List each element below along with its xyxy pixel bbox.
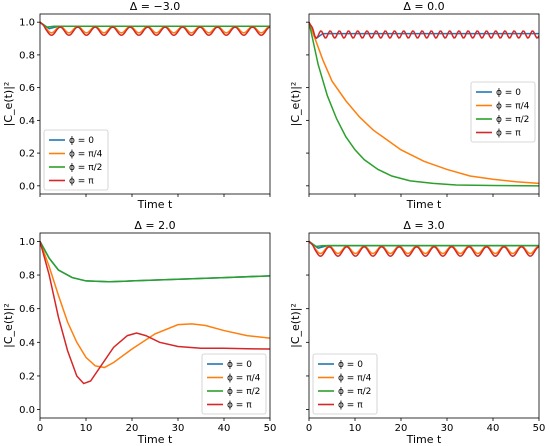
series-line-4: [309, 21, 539, 39]
legend-entry: ϕ = π: [227, 401, 252, 411]
y-axis-label: |C_e(t)|²: [2, 82, 15, 127]
legend-entry: ϕ = π: [496, 129, 521, 139]
axes-frame: [308, 13, 540, 195]
y-axis-label: |C_e(t)|²: [289, 303, 302, 348]
x-tick-label: 10: [349, 423, 362, 434]
legend-entry: ϕ = 0: [496, 88, 521, 98]
legend-box: [312, 353, 378, 415]
series-line-3: [309, 22, 539, 187]
x-tick-label: 40: [218, 423, 231, 434]
axes-frame: [308, 232, 540, 419]
x-tick-label: 50: [264, 423, 277, 434]
x-tick-label: 20: [395, 423, 408, 434]
x-axis-label: Time t: [137, 433, 173, 446]
y-tick-label: 0.8: [19, 50, 35, 61]
legend-box: [43, 129, 109, 191]
x-axis-label: Time t: [406, 433, 442, 446]
legend: ϕ = 0 ϕ = π/4 ϕ = π/2 ϕ = π: [470, 81, 536, 143]
legend-entry: ϕ = π: [69, 177, 94, 187]
series-line-2: [309, 21, 539, 185]
legend-entry: ϕ = π: [338, 401, 363, 411]
series-line-4: [309, 240, 539, 258]
legend-entry: ϕ = π/2: [496, 115, 529, 125]
legend-entry: ϕ = π/2: [69, 163, 102, 173]
legend-box: [201, 353, 267, 415]
panel-title: Δ = 0.0: [403, 0, 444, 13]
x-axis-label: Time t: [406, 198, 442, 211]
series-line-4: [40, 241, 270, 385]
legend: ϕ = 0 ϕ = π/4 ϕ = π/2 ϕ = π: [201, 353, 267, 415]
series-line-4: [40, 21, 270, 37]
legend-box: [470, 81, 536, 143]
y-axis-label: |C_e(t)|²: [2, 303, 15, 348]
legend-entry: ϕ = π/4: [69, 150, 103, 160]
legend-entry: ϕ = π/4: [496, 102, 530, 112]
legend-entry: ϕ = π/4: [227, 374, 261, 384]
legend-entry: ϕ = 0: [227, 360, 252, 370]
x-tick-label: 0: [37, 423, 43, 434]
y-axis-label: |C_e(t)|²: [289, 82, 302, 127]
panel-title: Δ = 2.0: [134, 219, 175, 232]
x-tick-label: 10: [80, 423, 93, 434]
x-tick-label: 0: [306, 423, 312, 434]
series-line-3: [309, 240, 539, 248]
panel-3: 0.0 0.2 0.4 0.6 0.8 1.0 0 10 20 30 40 50 Δ = 2.0 Time…: [2, 219, 276, 446]
legend: ϕ = 0 ϕ = π/4 ϕ = π/2 ϕ = π: [312, 353, 378, 415]
y-tick-label: 0.4: [19, 116, 35, 127]
y-tick-label: 0.4: [19, 338, 35, 349]
panel-2: Δ = 0.0 Time t |C_e(t)|² ϕ = 0 ϕ = π/4 ϕ = π/…: [289, 0, 540, 211]
axes-frame: [39, 13, 271, 195]
y-tick-label: 0.2: [19, 371, 35, 382]
y-tick-label: 1.0: [19, 18, 35, 29]
y-tick-label: 0.8: [19, 271, 35, 282]
y-tick-label: 1.0: [19, 237, 35, 248]
legend-entry: ϕ = π/2: [338, 387, 371, 397]
x-tick-label: 50: [533, 423, 546, 434]
y-tick-label: 0.0: [19, 405, 35, 416]
x-axis-label: Time t: [137, 198, 173, 211]
legend-entry: ϕ = π/2: [227, 387, 260, 397]
y-tick-label: 0.0: [19, 181, 35, 192]
series-line-3: [40, 21, 270, 28]
y-tick-label: 0.2: [19, 149, 35, 160]
legend-entry: ϕ = 0: [338, 360, 363, 370]
panel-title: Δ = −3.0: [130, 0, 180, 13]
legend: ϕ = 0 ϕ = π/4 ϕ = π/2 ϕ = π: [43, 129, 109, 191]
axes-frame: [39, 232, 271, 419]
series-line-1: [40, 241, 270, 283]
x-tick-label: 30: [172, 423, 185, 434]
x-tick-label: 20: [126, 423, 139, 434]
y-tick-label: 0.6: [19, 304, 35, 315]
x-tick-label: 40: [487, 423, 500, 434]
panel-title: Δ = 3.0: [403, 219, 444, 232]
panel-1: 0.0 0.2 0.4 0.6 0.8 1.0 Δ = −3.0 Time t |C_e(t)|…: [2, 0, 271, 211]
series-line-2: [40, 241, 270, 369]
legend-entry: ϕ = 0: [69, 136, 94, 146]
series-line-3: [40, 241, 270, 283]
y-tick-label: 0.6: [19, 83, 35, 94]
legend-entry: ϕ = π/4: [338, 374, 372, 384]
x-tick-label: 30: [441, 423, 454, 434]
